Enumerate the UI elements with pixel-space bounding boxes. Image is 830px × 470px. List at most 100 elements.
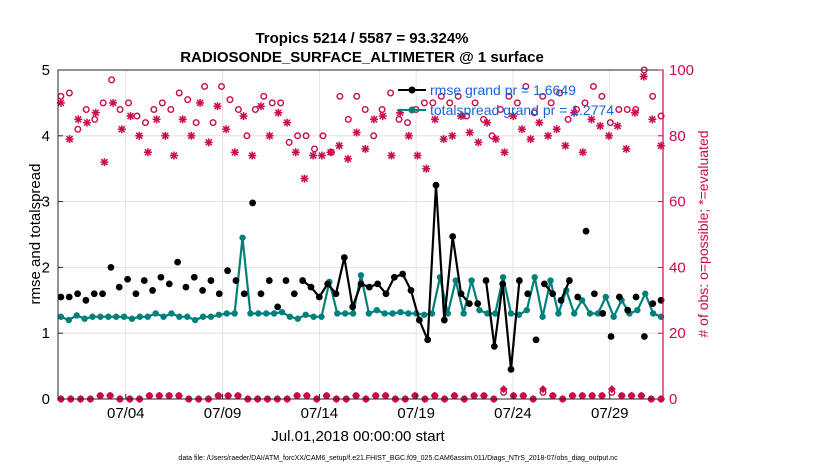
totalspread-marker bbox=[570, 310, 578, 317]
obs-evaluated-low-marker bbox=[568, 391, 577, 400]
obs-possible-marker bbox=[471, 99, 479, 107]
obs-possible-marker bbox=[496, 105, 504, 113]
obs-possible-marker bbox=[108, 76, 116, 84]
star-stroke bbox=[187, 132, 195, 140]
rmse-marker bbox=[349, 303, 357, 311]
legend-rmse-marker bbox=[408, 86, 416, 94]
rmse-marker bbox=[615, 293, 623, 301]
rmse-marker bbox=[532, 336, 540, 344]
obs-evaluated-marker bbox=[230, 148, 239, 157]
obs-evaluated-low-marker bbox=[430, 391, 439, 400]
obs-evaluated-low-marker bbox=[617, 391, 626, 400]
y-right-tick-label: 0 bbox=[669, 391, 677, 408]
obs-evaluated-low-marker bbox=[470, 391, 479, 400]
totalspread-marker bbox=[452, 277, 459, 284]
totalspread-marker bbox=[270, 310, 278, 317]
obs-evaluated-low-marker bbox=[96, 391, 105, 400]
totalspread-marker bbox=[73, 312, 80, 319]
rmse-marker bbox=[374, 280, 382, 288]
grid-lines bbox=[58, 70, 663, 399]
star-stroke bbox=[66, 135, 74, 143]
star-stroke bbox=[422, 165, 430, 173]
rmse-marker bbox=[565, 277, 573, 284]
obs-evaluated-marker bbox=[630, 108, 639, 117]
obs-evaluated-marker bbox=[622, 144, 631, 153]
rmse-marker bbox=[240, 290, 248, 298]
obs-evaluated-marker bbox=[135, 131, 144, 140]
rmse-marker bbox=[515, 277, 523, 284]
totalspread-marker bbox=[642, 290, 649, 297]
y-axis-right-label: # of obs: o=possible; *=evaluated bbox=[695, 130, 711, 337]
obs-evaluated-marker bbox=[552, 125, 561, 134]
y-tick-label: 0 bbox=[42, 391, 50, 408]
star-stroke bbox=[144, 148, 152, 156]
rmse-marker bbox=[82, 296, 90, 304]
rmse-marker bbox=[482, 277, 490, 284]
obs-evaluated-marker bbox=[256, 102, 265, 111]
star-stroke bbox=[379, 112, 387, 120]
rmse-marker bbox=[249, 199, 257, 207]
obs-evaluated-marker bbox=[100, 158, 109, 167]
obs-evaluated-marker bbox=[413, 151, 422, 160]
obs-evaluated-marker bbox=[457, 112, 466, 121]
obs-possible-marker bbox=[454, 92, 462, 100]
obs-possible-marker bbox=[91, 115, 99, 123]
star-stroke bbox=[640, 73, 648, 81]
obs-evaluated-low-marker bbox=[106, 391, 115, 400]
star-stroke bbox=[509, 112, 517, 120]
star-stroke bbox=[561, 142, 569, 150]
obs-possible-marker bbox=[319, 132, 327, 140]
obs-possible-marker bbox=[336, 92, 344, 100]
rmse-marker bbox=[424, 336, 432, 344]
star-stroke bbox=[457, 112, 465, 120]
obs-evaluated-marker bbox=[352, 128, 361, 137]
rmse-marker bbox=[65, 293, 73, 301]
rmse-marker bbox=[232, 277, 240, 284]
obs-evaluated-low-marker bbox=[302, 391, 311, 400]
star-stroke bbox=[92, 109, 100, 117]
totalspread-marker bbox=[405, 310, 412, 317]
obs-evaluated-low-marker bbox=[165, 391, 174, 400]
obs-evaluated-marker bbox=[639, 72, 648, 81]
rmse-marker bbox=[224, 267, 232, 275]
obs-evaluated-marker bbox=[109, 98, 118, 107]
rmse-marker bbox=[540, 280, 548, 288]
star-stroke bbox=[213, 102, 221, 110]
totalspread-marker bbox=[263, 310, 270, 317]
y-right-tick-label: 40 bbox=[669, 259, 686, 276]
rmse-marker bbox=[399, 270, 407, 278]
totalspread-marker bbox=[357, 272, 365, 279]
y-tick-label: 2 bbox=[42, 259, 50, 276]
obs-possible-marker bbox=[370, 132, 378, 140]
star-stroke bbox=[100, 158, 108, 166]
star-stroke bbox=[74, 115, 82, 123]
totalspread-marker bbox=[207, 313, 215, 320]
legend: rmse grand pr = 1.6649 totalspread grand… bbox=[398, 82, 614, 118]
totalspread-marker bbox=[81, 315, 88, 322]
obs-evaluated-marker bbox=[169, 151, 178, 160]
obs-evaluated-marker bbox=[491, 135, 500, 144]
y-tick-label: 1 bbox=[42, 325, 50, 342]
obs-evaluated-marker bbox=[430, 115, 439, 124]
star-stroke bbox=[205, 138, 213, 146]
totalspread-marker bbox=[586, 310, 594, 317]
totalspread-marker bbox=[460, 310, 467, 317]
star-stroke bbox=[335, 142, 343, 150]
rmse-marker bbox=[382, 290, 390, 298]
obs-evaluated-marker bbox=[474, 138, 483, 147]
star-stroke bbox=[544, 132, 552, 140]
obs-evaluated-marker bbox=[561, 141, 570, 150]
rmse-marker bbox=[607, 333, 615, 340]
obs-possible-marker bbox=[82, 105, 90, 113]
star-stroke bbox=[466, 128, 474, 137]
rmse-marker bbox=[215, 290, 223, 298]
totalspread-marker bbox=[278, 308, 286, 316]
obs-evaluated-marker bbox=[74, 115, 83, 124]
rmse-marker bbox=[474, 300, 482, 307]
rmse-marker bbox=[449, 233, 457, 240]
obs-possible-marker bbox=[361, 105, 369, 113]
rmse-marker bbox=[124, 275, 131, 283]
y-right-tick-label: 20 bbox=[669, 325, 686, 342]
star-stroke bbox=[309, 152, 317, 160]
